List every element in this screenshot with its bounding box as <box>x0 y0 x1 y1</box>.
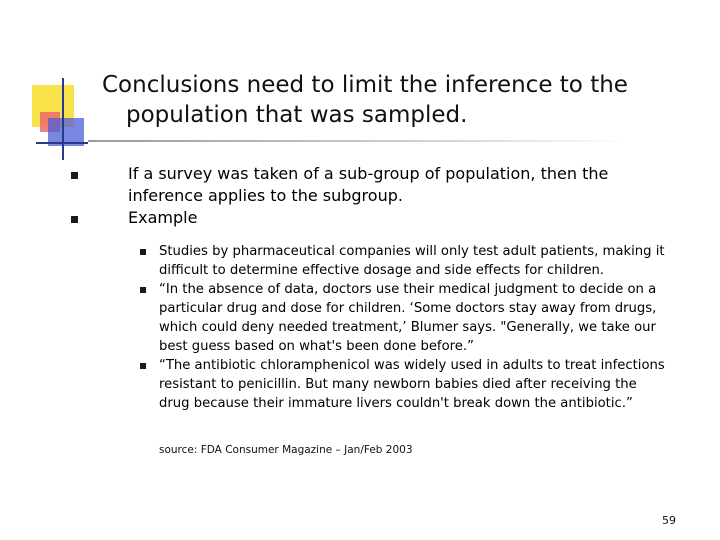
logo-vertical-line <box>62 78 64 160</box>
bullet-square-icon <box>71 216 78 223</box>
sub-bullet-line: resistant to penicillin. But many newbor… <box>159 377 637 392</box>
bullet-square-icon <box>140 249 146 255</box>
bullet-item-example: Example <box>70 207 710 229</box>
source-citation: source: FDA Consumer Magazine – Jan/Feb … <box>159 444 413 456</box>
bullet-square-icon <box>140 287 146 293</box>
title-line-2: population that was sampled. <box>126 102 468 128</box>
sub-bullet-line: Studies by pharmaceutical companies will… <box>159 244 665 259</box>
bullet-line: Example <box>128 208 198 227</box>
bullet-line: inference applies to the subgroup. <box>128 186 403 205</box>
sub-bullet-line: “The antibiotic chloramphenicol was wide… <box>159 358 665 373</box>
sub-bullet-line: difficult to determine effective dosage … <box>159 263 604 278</box>
logo-blue-square <box>48 118 84 146</box>
title-divider <box>88 140 628 142</box>
decorative-logo <box>0 0 100 170</box>
sub-bullet-line: “In the absence of data, doctors use the… <box>159 282 657 297</box>
title-line-1: Conclusions need to limit the inference … <box>102 72 628 98</box>
bullet-square-icon <box>71 172 78 179</box>
bullet-line: If a survey was taken of a sub-group of … <box>128 164 609 183</box>
sub-bullet-list: Studies by pharmaceutical companies will… <box>140 242 700 413</box>
sub-bullet-line: particular drug and dose for children. ‘… <box>159 301 657 316</box>
bullet-square-icon <box>140 363 146 369</box>
sub-bullet-line: which could deny needed treatment,’ Blum… <box>159 320 656 335</box>
logo-horizontal-line <box>36 142 88 144</box>
main-bullet-list: If a survey was taken of a sub-group of … <box>70 163 710 229</box>
page-number: 59 <box>662 514 676 527</box>
sub-bullet-item-chloramphenicol: “The antibiotic chloramphenicol was wide… <box>140 356 700 413</box>
sub-bullet-line: best guess based on what's been done bef… <box>159 339 474 354</box>
slide-title: Conclusions need to limit the inference … <box>102 70 702 130</box>
bullet-item-survey: If a survey was taken of a sub-group of … <box>70 163 710 207</box>
sub-bullet-item-absence-of-data: “In the absence of data, doctors use the… <box>140 280 700 356</box>
sub-bullet-line: drug because their immature livers could… <box>159 396 633 411</box>
sub-bullet-item-studies: Studies by pharmaceutical companies will… <box>140 242 700 280</box>
